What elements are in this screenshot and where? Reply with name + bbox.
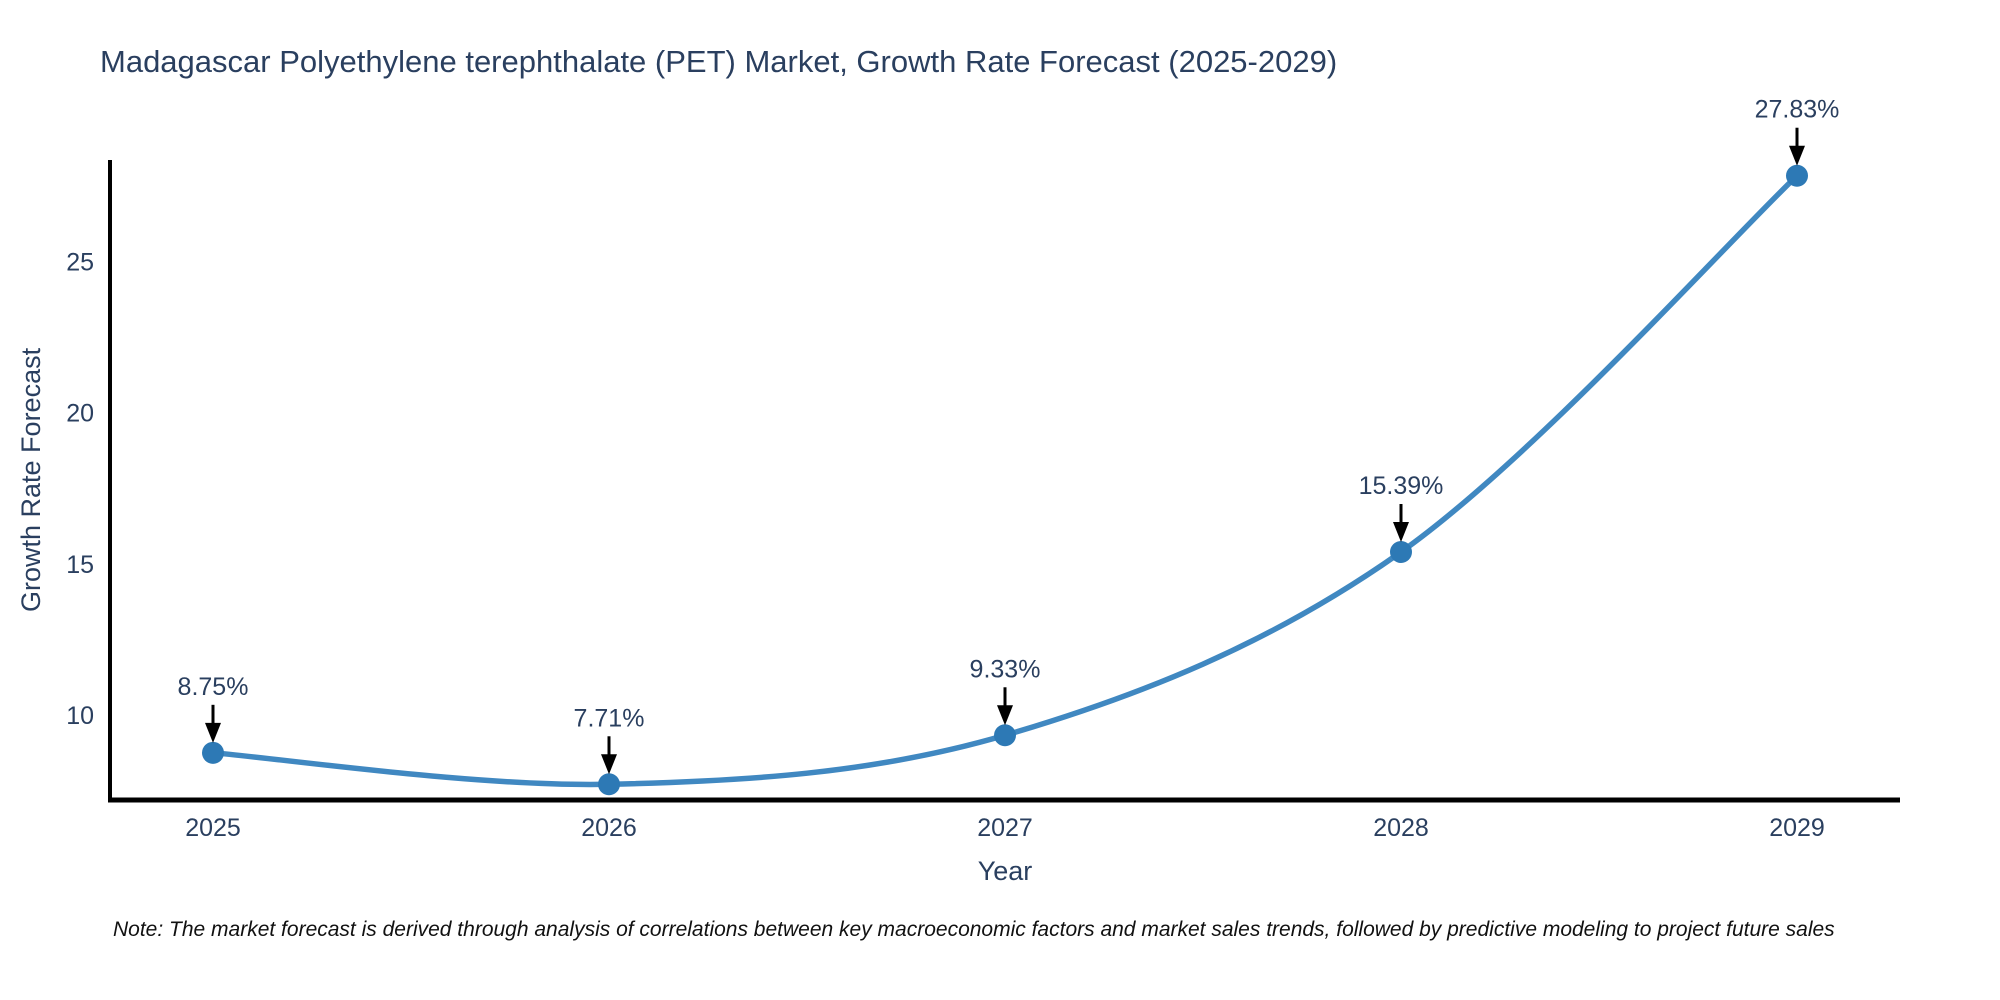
annotation-arrowhead <box>601 754 617 775</box>
data-point-2026 <box>598 773 620 796</box>
y-tick-label: 10 <box>66 702 94 730</box>
annotation-arrowhead <box>205 722 221 743</box>
series-line <box>210 172 1800 788</box>
data-point-2029 <box>1786 164 1808 187</box>
x-tick-label: 2028 <box>1373 814 1429 842</box>
annotation-value-label: 27.83% <box>1755 96 1840 124</box>
y-tick-label: 25 <box>66 248 94 276</box>
footnote: Note: The market forecast is derived thr… <box>113 918 1835 941</box>
annotation-value-label: 8.75% <box>178 673 249 701</box>
y-tick-label: 15 <box>66 551 94 579</box>
x-tick-label: 2029 <box>1769 814 1825 842</box>
data-point-2025 <box>202 741 224 764</box>
x-tick-label: 2026 <box>581 814 637 842</box>
annotation-value-label: 7.71% <box>574 704 645 732</box>
data-point-2028 <box>1390 540 1412 563</box>
annotation-value-label: 9.33% <box>970 655 1041 683</box>
annotation-arrowhead <box>1393 521 1409 542</box>
x-tick-label: 2025 <box>185 814 241 842</box>
annotation-value-label: 15.39% <box>1359 472 1444 500</box>
y-tick-label: 20 <box>66 400 94 428</box>
annotation-arrowhead <box>997 705 1013 726</box>
data-point-2027 <box>994 724 1016 747</box>
x-tick-label: 2027 <box>977 814 1033 842</box>
annotation-arrowhead <box>1789 145 1805 166</box>
x-axis-title: Year <box>977 856 1033 886</box>
chart-title: Madagascar Polyethylene terephthalate (P… <box>100 44 1338 79</box>
